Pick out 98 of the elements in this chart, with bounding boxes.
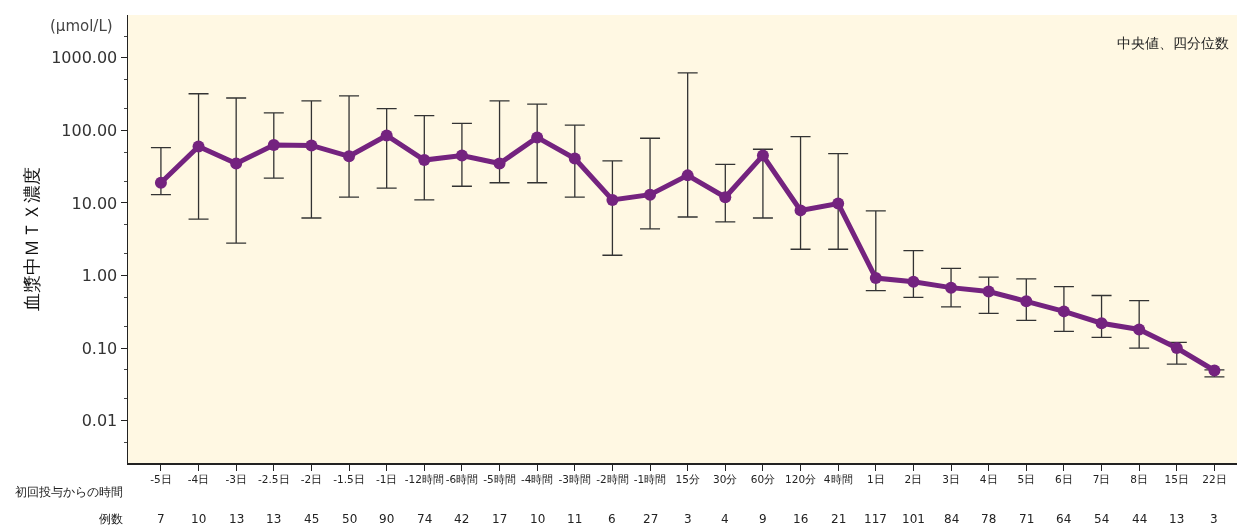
x-tick-label: -1日 [375, 473, 398, 486]
point [832, 197, 845, 210]
point [982, 285, 995, 298]
point [756, 149, 769, 162]
x-tick-label: 1日 [866, 473, 885, 486]
point [1208, 364, 1221, 377]
text: 13 [229, 512, 245, 526]
point [945, 281, 958, 294]
point [154, 176, 167, 189]
x-tick-label: 15日 [1164, 473, 1189, 486]
text: (μmol/L) [50, 17, 113, 35]
point [531, 131, 544, 144]
text: 3 [684, 512, 692, 526]
x-tick-label: 60分 [750, 473, 776, 486]
text: 64 [1056, 512, 1072, 526]
point [681, 169, 694, 182]
x-tick-label: 6日 [1055, 473, 1073, 486]
x-tick-label: -12時間 [404, 473, 444, 486]
x-tick-label: -3日 [225, 473, 247, 486]
x-tick-label: 120分 [785, 473, 817, 486]
x-tick-label: 22日 [1202, 473, 1227, 486]
point [192, 140, 205, 153]
x-tick-label: -2日 [300, 473, 323, 486]
x-axis-title: 初回投与からの時間 [15, 485, 123, 499]
text: 45 [304, 512, 320, 526]
text: 11 [567, 512, 583, 526]
y-tick-label: 1000.00 [51, 48, 118, 68]
x-tick-label: -4日 [187, 473, 210, 486]
point [1133, 323, 1146, 336]
point [907, 275, 920, 288]
x-tick-label: -2.5日 [258, 473, 290, 486]
x-tick-label: -5日 [150, 473, 172, 486]
text: 78 [981, 512, 997, 526]
text: 10 [530, 512, 546, 526]
text: 44 [1132, 512, 1148, 526]
point [869, 272, 882, 285]
x-tick-label: 5日 [1017, 473, 1036, 486]
x-tick-label: -2時間 [596, 473, 629, 486]
text: 3 [1210, 512, 1218, 526]
x-tick-label: 15分 [675, 473, 700, 486]
y-tick-label: 0.01 [81, 411, 118, 431]
text: 74 [417, 512, 433, 526]
point [343, 150, 356, 163]
text: 84 [944, 512, 960, 526]
x-tick-label: 30分 [713, 473, 738, 486]
text: 17 [492, 512, 508, 526]
annotation: 中央値、四分位数 [1117, 35, 1229, 51]
x-tick-label: -4時間 [520, 473, 554, 486]
x-tick-label: 7日 [1092, 473, 1111, 486]
point [1170, 342, 1183, 355]
point [380, 129, 393, 142]
point [1057, 305, 1070, 318]
text: 4 [721, 512, 729, 526]
point [305, 139, 318, 152]
point [1095, 317, 1108, 330]
point [606, 193, 619, 206]
point [1020, 295, 1033, 308]
point [493, 157, 506, 170]
x-tick-label: 2日 [904, 473, 923, 486]
x-tick-label: -1時間 [633, 473, 667, 486]
point [644, 188, 657, 201]
y-tick-label: 0.10 [81, 338, 118, 358]
text: 7 [157, 512, 165, 526]
x-tick-label: -3時間 [558, 473, 592, 486]
point [418, 154, 431, 167]
text: 6 [608, 512, 616, 526]
y-tick-label: 1.00 [81, 266, 118, 286]
text: 13 [1169, 512, 1185, 526]
y-tick-label: 10.00 [71, 193, 118, 213]
text: 42 [454, 512, 470, 526]
point [267, 138, 280, 151]
text: 101 [902, 512, 925, 526]
x-tick-label: 4時間 [823, 473, 853, 486]
point [794, 204, 807, 217]
x-tick-label: 3日 [942, 473, 960, 486]
x-tick-label: 8日 [1130, 473, 1149, 486]
text: 13 [266, 512, 282, 526]
point [719, 191, 732, 204]
text: 21 [831, 512, 847, 526]
x-tick-label: -1.5日 [333, 473, 365, 486]
text: 27 [643, 512, 659, 526]
text: 117 [864, 512, 887, 526]
text: 50 [342, 512, 358, 526]
x-tick-label: 4日 [979, 473, 998, 486]
point [230, 157, 243, 170]
text: 54 [1094, 512, 1110, 526]
text: 9 [759, 512, 767, 526]
y-axis-title: 血漿中ＭＴＸ濃度 [20, 167, 42, 311]
text: 16 [793, 512, 809, 526]
point [455, 149, 468, 162]
text: 例数 [99, 512, 123, 526]
text: 90 [379, 512, 395, 526]
text: 10 [191, 512, 207, 526]
x-tick-label: -6時間 [445, 473, 479, 486]
y-tick-label: 100.00 [61, 121, 118, 141]
text: 71 [1019, 512, 1035, 526]
point [568, 152, 581, 165]
x-tick-label: -5時間 [483, 473, 516, 486]
